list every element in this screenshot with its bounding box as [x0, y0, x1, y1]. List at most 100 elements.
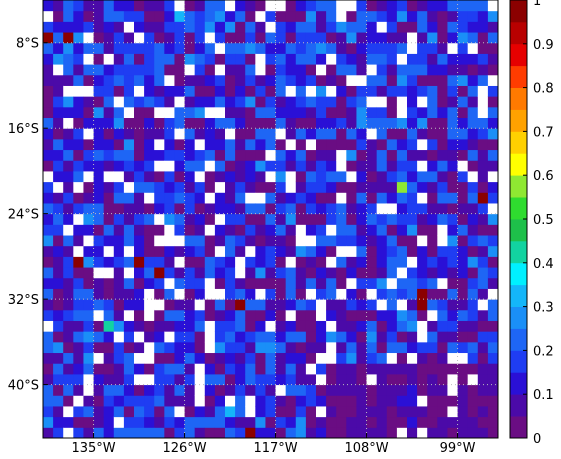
- heatmap-cell: [214, 267, 226, 279]
- heatmap-cell: [214, 288, 226, 300]
- heatmap-cell: [285, 117, 297, 129]
- heatmap-cell: [487, 320, 499, 332]
- heatmap-cell: [164, 384, 175, 396]
- heatmap-cell: [245, 320, 256, 332]
- heatmap-cell: [225, 405, 236, 418]
- heatmap-cell: [477, 64, 489, 76]
- heatmap-cell: [255, 416, 266, 428]
- heatmap-cell: [134, 128, 145, 140]
- heatmap-cell: [386, 10, 398, 22]
- heatmap-cell: [457, 170, 469, 183]
- heatmap-cell: [113, 405, 125, 418]
- heatmap-cell: [467, 117, 479, 129]
- heatmap-cell: [245, 21, 256, 33]
- heatmap-cell: [417, 245, 428, 257]
- heatmap-cell: [326, 10, 337, 22]
- heatmap-cell: [174, 0, 186, 12]
- heatmap-cell: [427, 0, 438, 12]
- heatmap-cell: [366, 138, 378, 151]
- heatmap-cell: [63, 117, 74, 129]
- heatmap-cell: [235, 235, 246, 247]
- heatmap-cell: [93, 192, 105, 204]
- heatmap-cell: [134, 192, 145, 204]
- heatmap-cell: [366, 363, 378, 375]
- heatmap-cell: [376, 181, 388, 193]
- heatmap-cell: [255, 149, 266, 161]
- heatmap-cell: [184, 384, 196, 396]
- heatmap-cell: [417, 21, 428, 33]
- heatmap-cell: [93, 149, 105, 161]
- heatmap-cell: [245, 405, 256, 418]
- heatmap-cell: [386, 192, 398, 204]
- heatmap-cell: [154, 53, 165, 65]
- heatmap-cell: [184, 224, 196, 236]
- heatmap-cell: [447, 10, 459, 22]
- heatmap-cell: [103, 309, 115, 321]
- heatmap-cell: [53, 0, 64, 12]
- heatmap-cell: [336, 416, 347, 428]
- heatmap-cell: [427, 192, 438, 204]
- heatmap-cell: [467, 64, 479, 76]
- heatmap-cell: [326, 85, 337, 97]
- heatmap-cell: [225, 10, 236, 22]
- heatmap-cell: [214, 352, 226, 364]
- heatmap-cell: [204, 309, 216, 321]
- heatmap-cell: [285, 149, 297, 161]
- heatmap-cell: [356, 74, 368, 86]
- heatmap-cell: [285, 64, 297, 76]
- heatmap-cell: [134, 341, 145, 354]
- heatmap-cell: [285, 373, 297, 386]
- heatmap-cell: [407, 267, 418, 279]
- heatmap-cell: [427, 149, 438, 161]
- heatmap-cell: [447, 0, 459, 12]
- heatmap-cell: [164, 85, 175, 97]
- heatmap-cell: [164, 224, 175, 236]
- heatmap-cell: [174, 341, 186, 354]
- heatmap-cell: [93, 256, 105, 268]
- heatmap-cell: [407, 256, 418, 268]
- heatmap-cell: [225, 277, 236, 289]
- heatmap-cell: [376, 213, 388, 225]
- heatmap-cell: [144, 32, 155, 44]
- heatmap-cell: [174, 288, 186, 300]
- heatmap-cell: [93, 277, 105, 289]
- heatmap-cell: [336, 299, 347, 311]
- heatmap-cell: [134, 181, 145, 193]
- heatmap-cell: [245, 170, 256, 183]
- heatmap-cell: [245, 32, 256, 44]
- heatmap-cell: [113, 138, 125, 151]
- heatmap-cell: [164, 192, 175, 204]
- heatmap-cell: [235, 373, 246, 386]
- heatmap-cell: [63, 160, 74, 172]
- heatmap-cell: [184, 267, 196, 279]
- heatmap-cell: [204, 277, 216, 289]
- heatmap-cell: [407, 384, 418, 396]
- heatmap-cell: [396, 416, 408, 428]
- heatmap-cell: [103, 213, 115, 225]
- heatmap-cell: [53, 21, 64, 33]
- heatmap-cell: [154, 395, 165, 407]
- heatmap-cell: [103, 416, 115, 428]
- heatmap-cell: [366, 320, 378, 332]
- heatmap-cell: [174, 427, 186, 439]
- heatmap-cell: [316, 213, 327, 225]
- heatmap-cell: [73, 299, 84, 311]
- heatmap-cell: [285, 96, 297, 108]
- heatmap-cell: [103, 256, 115, 268]
- heatmap-cell: [467, 288, 479, 300]
- heatmap-cell: [113, 352, 125, 364]
- heatmap-cell: [407, 277, 418, 289]
- heatmap-cell: [366, 405, 378, 418]
- heatmap-cell: [245, 74, 256, 86]
- heatmap-cell: [447, 138, 459, 151]
- heatmap-cell: [427, 256, 438, 268]
- heatmap-cell: [154, 331, 165, 343]
- heatmap-cell: [487, 10, 499, 22]
- heatmap-cell: [265, 160, 277, 172]
- heatmap-cell: [457, 117, 469, 129]
- heatmap-cell: [437, 427, 448, 439]
- heatmap-cell: [194, 352, 206, 364]
- heatmap-cell: [53, 405, 64, 418]
- heatmap-cell: [245, 10, 256, 22]
- heatmap-cell: [134, 21, 145, 33]
